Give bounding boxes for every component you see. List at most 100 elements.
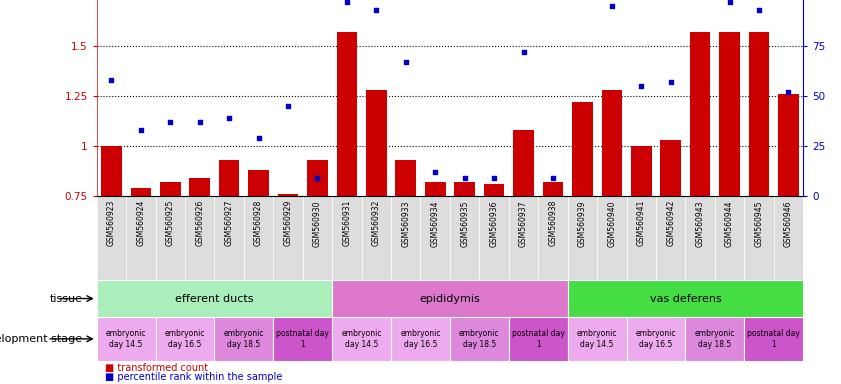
Text: GSM560929: GSM560929 [283,200,293,247]
Bar [189,178,210,196]
Bar [101,146,122,196]
Point [163,119,177,125]
Bar [97,196,126,280]
Bar [366,90,387,196]
Text: development stage: development stage [0,334,82,344]
Bar [332,317,391,361]
Point [546,175,559,181]
Bar [656,196,685,280]
Bar [214,196,244,280]
Bar [690,32,711,196]
Text: GSM560942: GSM560942 [666,200,675,247]
Text: epididymis: epididymis [420,293,480,304]
Text: GSM560940: GSM560940 [607,200,616,247]
Bar [660,140,681,196]
Bar [748,32,770,196]
Bar [332,280,568,317]
Bar [484,184,505,196]
Bar [627,317,685,361]
Point [281,103,294,109]
Point [193,119,206,125]
Bar [513,130,534,196]
Bar [778,94,799,196]
Text: embryonic
day 14.5: embryonic day 14.5 [106,329,146,349]
Bar [156,317,214,361]
Text: GSM560941: GSM560941 [637,200,646,247]
Text: GSM560938: GSM560938 [548,200,558,247]
Point [428,169,442,175]
Bar [568,280,803,317]
Text: GSM560937: GSM560937 [519,200,528,247]
Bar [156,196,185,280]
Point [134,127,147,133]
Text: GSM560936: GSM560936 [489,200,499,247]
Text: GSM560939: GSM560939 [578,200,587,247]
Point [722,0,736,5]
Bar [479,196,509,280]
Text: GSM560928: GSM560928 [254,200,263,246]
Point [516,49,530,55]
Text: GSM560931: GSM560931 [342,200,352,247]
Bar [715,196,744,280]
Text: GSM560944: GSM560944 [725,200,734,247]
Bar [214,317,273,361]
Bar [332,196,362,280]
Text: GSM560923: GSM560923 [107,200,116,247]
Bar [336,32,357,196]
Text: vas deferens: vas deferens [649,293,722,304]
Text: tissue: tissue [50,293,82,304]
Bar [97,280,332,317]
Text: GSM560945: GSM560945 [754,200,764,247]
Point [634,83,648,89]
Text: GSM560930: GSM560930 [313,200,322,247]
Bar [278,194,299,196]
Bar [307,160,328,196]
Point [487,175,500,181]
Bar [420,196,450,280]
Text: embryonic
day 18.5: embryonic day 18.5 [459,329,500,349]
Point [222,115,235,121]
Bar [303,196,332,280]
Bar [597,196,627,280]
Bar [542,182,563,196]
Text: embryonic
day 16.5: embryonic day 16.5 [165,329,205,349]
Bar [219,160,240,196]
Text: ■ percentile rank within the sample: ■ percentile rank within the sample [105,372,283,382]
Text: GSM560927: GSM560927 [225,200,234,247]
Text: embryonic
day 16.5: embryonic day 16.5 [400,329,441,349]
Point [664,79,677,85]
Text: GSM560933: GSM560933 [401,200,410,247]
Bar [538,196,568,280]
Bar [425,182,446,196]
Text: embryonic
day 14.5: embryonic day 14.5 [341,329,382,349]
Bar [362,196,391,280]
Bar [744,317,803,361]
Bar [395,160,416,196]
Text: GSM560932: GSM560932 [372,200,381,247]
Point [104,77,118,83]
Point [310,175,324,181]
Text: embryonic
day 18.5: embryonic day 18.5 [695,329,735,349]
Point [781,89,795,95]
Text: postnatal day
1: postnatal day 1 [512,329,564,349]
Bar [391,317,450,361]
Bar [248,170,269,196]
Bar [568,196,597,280]
Text: efferent ducts: efferent ducts [175,293,254,304]
Bar [601,90,622,196]
Bar [97,317,156,361]
Text: embryonic
day 16.5: embryonic day 16.5 [636,329,676,349]
Bar [450,196,479,280]
Bar [509,196,538,280]
Bar [572,102,593,196]
Text: GSM560943: GSM560943 [696,200,705,247]
Bar [450,317,509,361]
Bar [685,317,744,361]
Text: GSM560934: GSM560934 [431,200,440,247]
Bar [509,317,568,361]
Bar [130,188,151,196]
Bar [719,32,740,196]
Text: postnatal day
1: postnatal day 1 [748,329,800,349]
Bar [631,146,652,196]
Bar [685,196,715,280]
